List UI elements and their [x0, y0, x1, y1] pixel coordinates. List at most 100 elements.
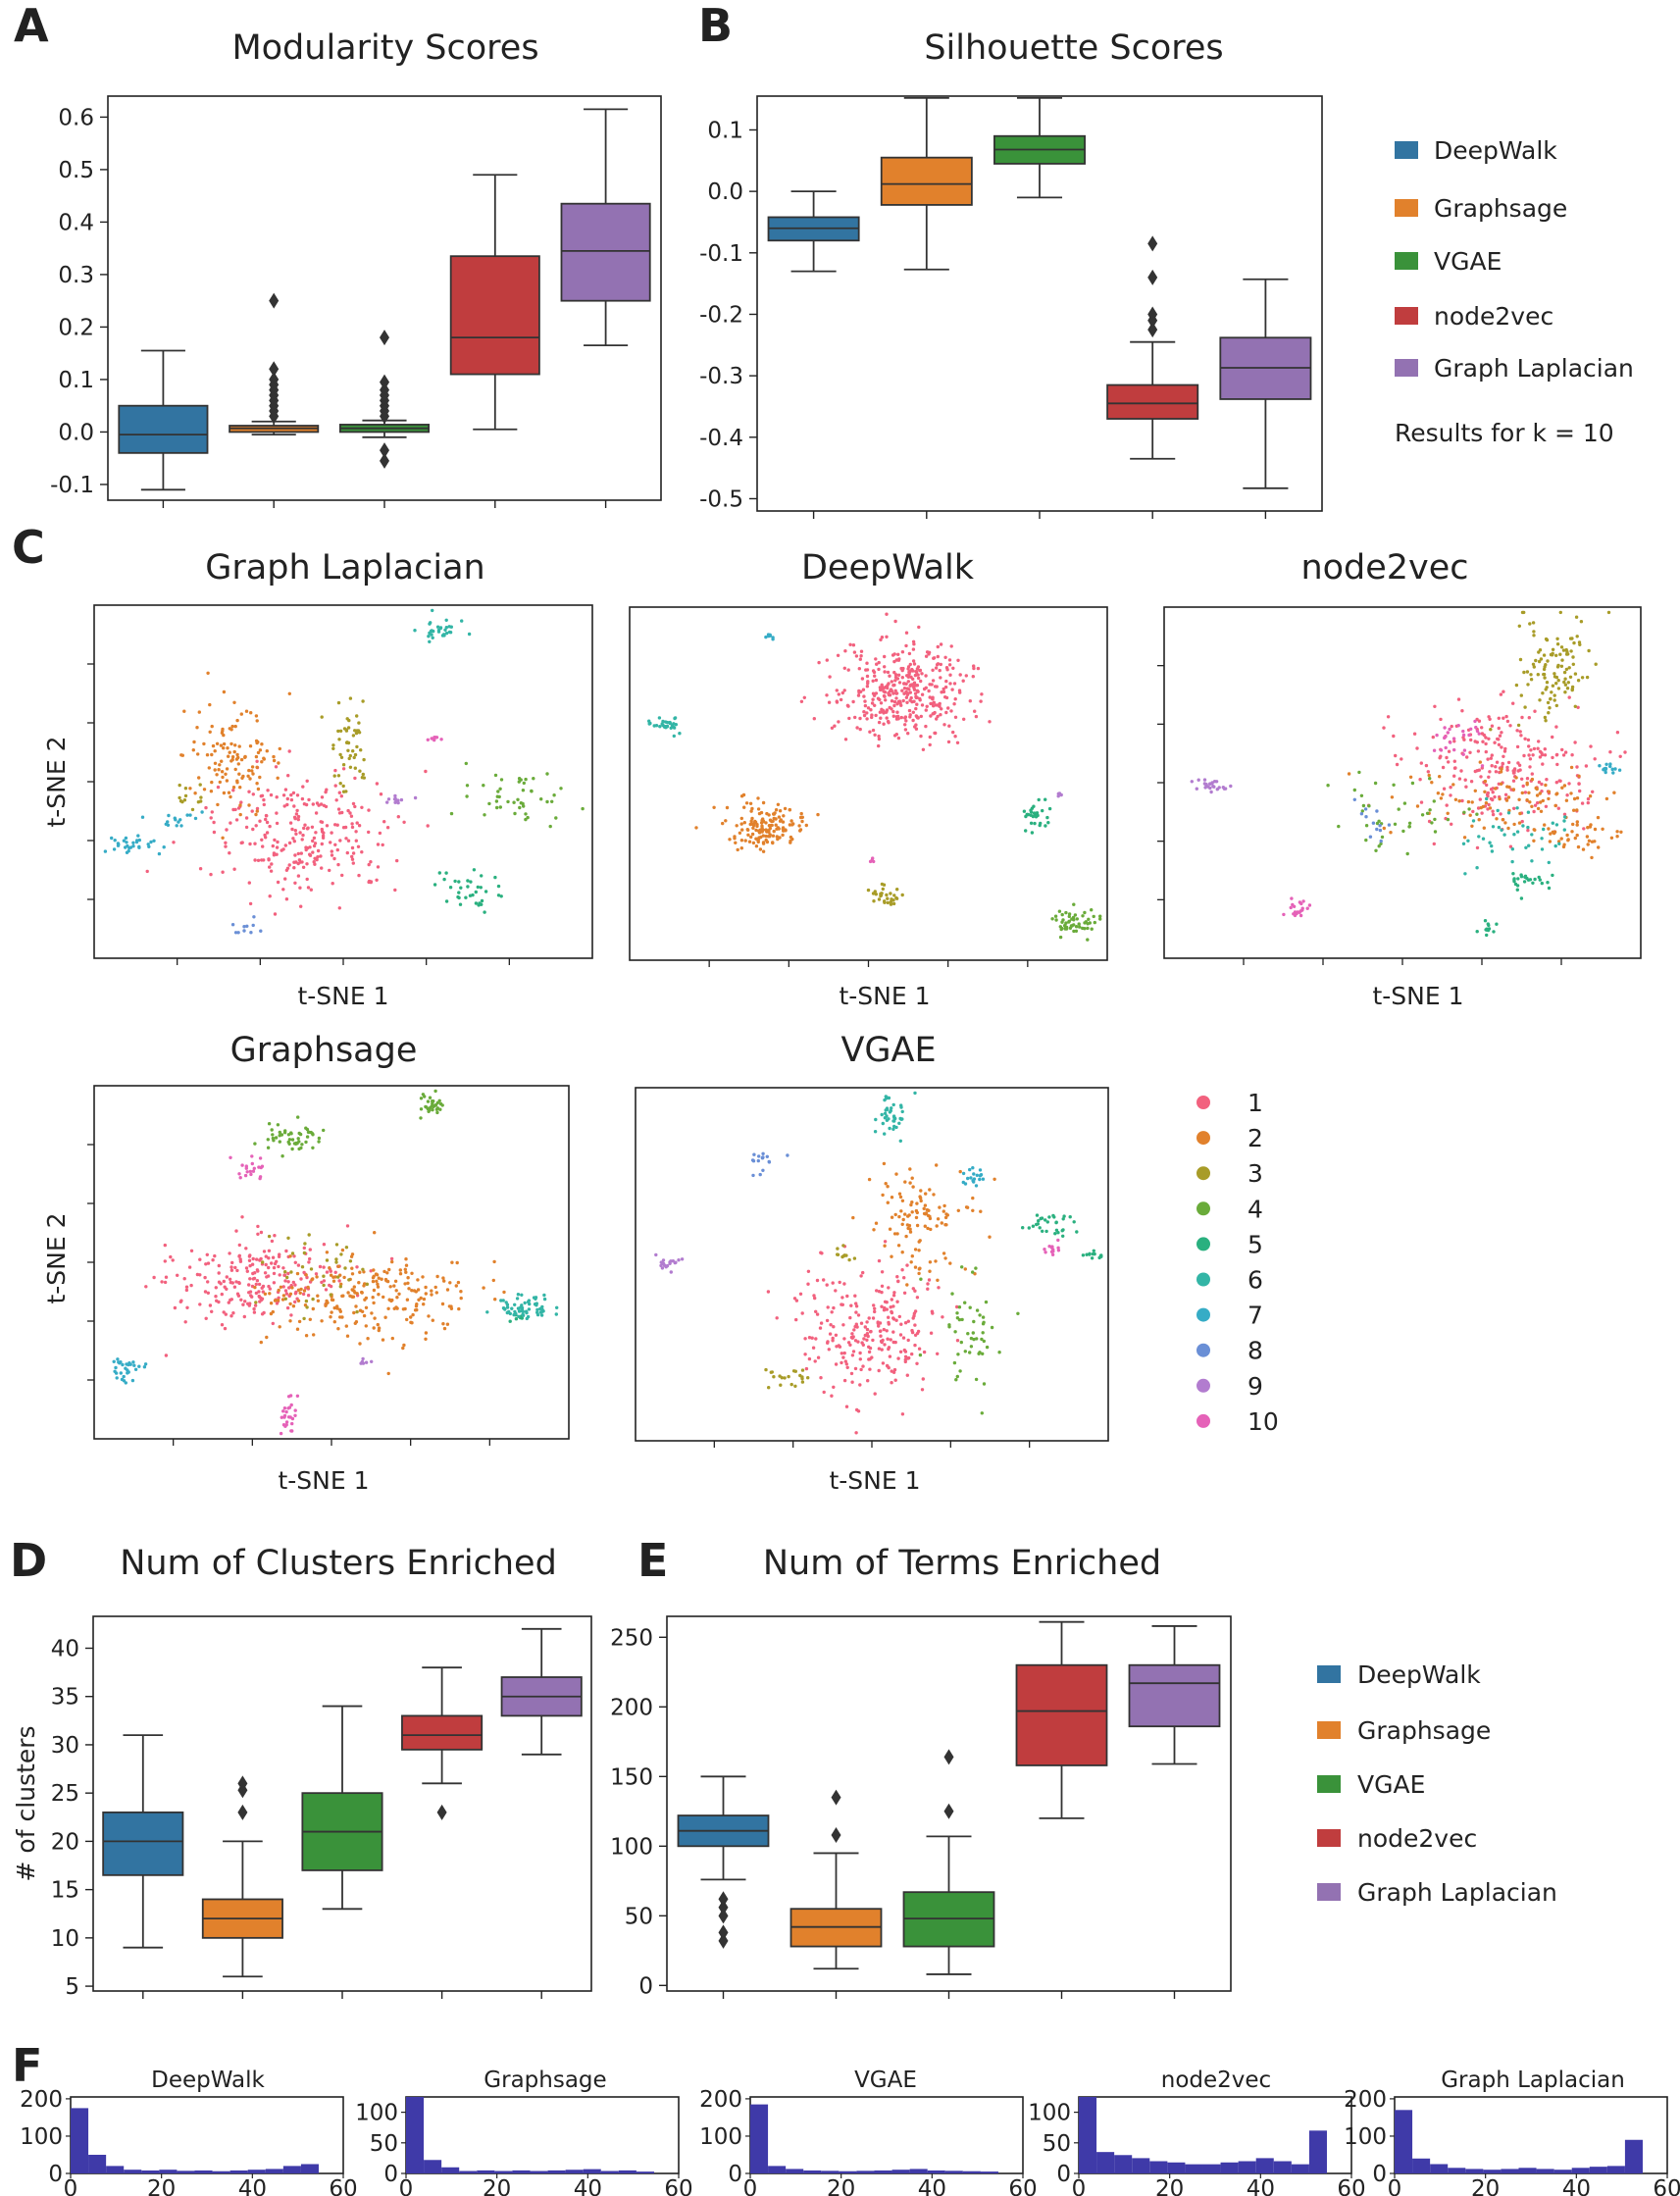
tsne-point-cluster-4 — [980, 1337, 984, 1342]
tsne-point-cluster-1 — [888, 674, 891, 678]
tsne-point-cluster-10 — [1475, 729, 1480, 734]
tsne-point-cluster-1 — [240, 1215, 244, 1219]
tsne-point-cluster-3 — [806, 1376, 810, 1380]
tsne-point-cluster-1 — [847, 716, 851, 721]
tsne-point-cluster-1 — [850, 1353, 855, 1357]
tsne-point-cluster-1 — [256, 1269, 260, 1273]
tsne-point-cluster-2 — [1601, 827, 1604, 831]
tsne-point-cluster-1 — [1506, 760, 1511, 765]
tsne-point-cluster-2 — [272, 758, 277, 763]
tsne-point-cluster-1 — [152, 1275, 156, 1280]
tsne-point-cluster-2 — [414, 1290, 418, 1294]
tsne-point-cluster-9 — [1190, 780, 1195, 784]
tsne-point-cluster-10 — [289, 1429, 293, 1433]
tsne-point-cluster-1 — [948, 682, 952, 686]
tsne-point-cluster-9 — [1195, 787, 1199, 791]
tsne-point-cluster-7 — [137, 838, 141, 843]
tsne-point-cluster-1 — [1527, 744, 1531, 748]
tsne-point-cluster-3 — [1536, 673, 1541, 677]
tsne-point-cluster-2 — [963, 1267, 967, 1271]
tsne-point-cluster-2 — [799, 811, 803, 816]
tsne-point-cluster-2 — [197, 710, 201, 714]
tsne-point-cluster-6 — [438, 626, 443, 631]
tsne-point-cluster-1 — [956, 658, 960, 662]
tsne-point-cluster-2 — [288, 1302, 292, 1306]
tsne-point-cluster-2 — [224, 772, 228, 776]
tsne-point-cluster-1 — [1480, 726, 1484, 730]
tsne-point-cluster-4 — [297, 1131, 301, 1136]
tsne-point-cluster-2 — [1587, 839, 1592, 843]
tsne-point-cluster-3 — [331, 743, 335, 747]
tsne-point-cluster-2 — [789, 819, 793, 823]
tsne-point-cluster-3 — [336, 774, 341, 778]
tsne-point-cluster-1 — [250, 1262, 255, 1266]
tsne-point-cluster-2 — [761, 834, 765, 838]
tsne-point-cluster-7 — [136, 834, 140, 838]
tsne-point-cluster-2 — [1439, 796, 1444, 800]
tsne-point-cluster-2 — [220, 759, 224, 763]
tsne-point-cluster-6 — [1490, 849, 1495, 853]
tsne-point-cluster-1 — [1541, 762, 1545, 766]
tsne-point-cluster-1 — [1504, 714, 1508, 719]
tsne-point-cluster-1 — [947, 724, 951, 728]
tsne-point-cluster-2 — [371, 1296, 375, 1300]
tsne-point-cluster-1 — [1511, 779, 1516, 783]
tsne-point-cluster-1 — [273, 1261, 278, 1266]
tsne-point-cluster-1 — [208, 1303, 213, 1307]
tsne-point-cluster-2 — [304, 1334, 309, 1338]
tsne-point-cluster-1 — [798, 1292, 803, 1297]
tsne-point-cluster-1 — [879, 1329, 883, 1333]
tsne-point-cluster-6 — [428, 622, 432, 626]
tsne-point-cluster-3 — [883, 900, 887, 904]
tsne-point-cluster-1 — [874, 678, 879, 683]
tsne-point-cluster-6 — [520, 1293, 524, 1298]
tsne-point-cluster-6 — [883, 1111, 888, 1116]
tsne-point-cluster-1 — [268, 865, 272, 869]
tsne-point-cluster-2 — [277, 1288, 280, 1293]
tsne-point-cluster-3 — [866, 888, 871, 893]
tsne-point-cluster-1 — [913, 673, 918, 678]
tsne-point-cluster-2 — [382, 1295, 385, 1300]
tsne-point-cluster-1 — [894, 1318, 898, 1322]
tsne-point-cluster-1 — [1567, 695, 1571, 699]
tsne-point-cluster-2 — [1588, 794, 1593, 798]
tsne-point-cluster-3 — [891, 901, 896, 906]
tsne-point-cluster-5 — [499, 894, 503, 898]
tsne-point-cluster-2 — [1520, 791, 1525, 795]
tsne-point-cluster-2 — [1500, 767, 1503, 771]
tsne-point-cluster-1 — [857, 667, 861, 671]
tsne-point-cluster-1 — [931, 1311, 935, 1315]
tsne-point-cluster-7 — [972, 1177, 977, 1181]
tsne-point-cluster-4 — [498, 805, 502, 809]
tsne-point-cluster-3 — [1551, 684, 1555, 688]
tsne-point-cluster-3 — [309, 1267, 314, 1271]
tsne-point-cluster-1 — [324, 1288, 329, 1292]
tsne-point-cluster-2 — [1559, 837, 1563, 841]
tsne-point-cluster-2 — [383, 1315, 387, 1319]
tsne-point-cluster-9 — [360, 1359, 365, 1364]
tsne-point-cluster-2 — [358, 1270, 362, 1274]
tsne-point-cluster-2 — [397, 1292, 401, 1297]
tsne-point-cluster-3 — [354, 731, 359, 736]
tsne-point-cluster-4 — [506, 799, 510, 804]
tsne-point-cluster-3 — [1545, 681, 1550, 685]
tsne-point-cluster-1 — [1505, 768, 1509, 772]
tsne-point-cluster-2 — [754, 844, 759, 848]
tsne-point-cluster-1 — [910, 1352, 914, 1356]
tsne-point-cluster-5 — [456, 894, 460, 899]
tsne-point-cluster-1 — [239, 800, 243, 804]
tsne-point-cluster-2 — [419, 1296, 423, 1301]
tsne-point-cluster-2 — [924, 1192, 928, 1196]
hist-bar — [600, 2170, 619, 2173]
tsne-point-cluster-4 — [919, 1277, 923, 1281]
tsne-point-cluster-1 — [892, 670, 896, 675]
tsne-point-cluster-2 — [342, 1275, 346, 1280]
tsne-point-cluster-1 — [330, 849, 333, 853]
tsne-point-cluster-4 — [1061, 918, 1065, 922]
tsne-point-cluster-4 — [427, 1109, 431, 1114]
tsne-point-cluster-2 — [1517, 821, 1522, 825]
tsne-point-cluster-2 — [336, 1327, 340, 1331]
tsne-point-cluster-1 — [949, 644, 953, 648]
tsne-point-cluster-10 — [1301, 899, 1305, 903]
tsne-point-cluster-2 — [1570, 830, 1574, 834]
